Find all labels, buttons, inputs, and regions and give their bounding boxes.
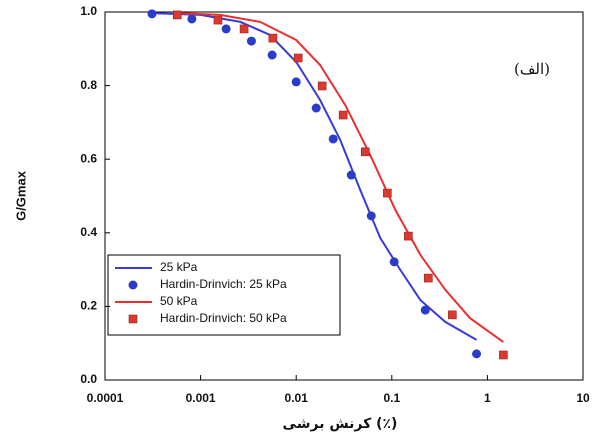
marker xyxy=(221,24,231,34)
annotation: (الف) xyxy=(514,60,550,78)
marker xyxy=(267,50,277,60)
legend-label: Hardin-Drinvich: 25 kPa xyxy=(160,277,287,291)
marker xyxy=(293,53,303,63)
marker xyxy=(311,103,321,113)
marker xyxy=(383,188,392,198)
marker xyxy=(317,81,327,91)
marker xyxy=(213,15,223,25)
legend-label: 50 kPa xyxy=(160,294,198,308)
x-tick-label: 0.01 xyxy=(285,391,309,405)
marker xyxy=(291,77,301,87)
legend-label: Hardin-Drinvich: 50 kPa xyxy=(160,311,287,325)
y-axis-title: G/Gmax xyxy=(13,170,28,221)
y-tick-label: 0.6 xyxy=(80,151,97,165)
series-line xyxy=(177,12,504,343)
marker xyxy=(389,257,399,267)
marker xyxy=(328,134,338,144)
marker xyxy=(360,147,370,157)
marker xyxy=(404,231,413,241)
y-tick-label: 0.2 xyxy=(80,299,97,313)
marker xyxy=(187,14,197,24)
x-tick-label: 0.0001 xyxy=(87,391,124,405)
marker xyxy=(172,10,182,20)
legend-swatch xyxy=(128,314,138,324)
marker xyxy=(268,33,278,43)
series-line xyxy=(151,12,477,341)
plot-frame xyxy=(104,11,584,381)
marker xyxy=(346,170,356,180)
marker xyxy=(239,24,249,34)
marker xyxy=(420,305,430,315)
y-tick-label: 0.0 xyxy=(80,372,97,386)
marker xyxy=(472,349,482,359)
marker xyxy=(424,273,433,283)
marker xyxy=(499,350,508,360)
marker xyxy=(246,36,256,46)
y-tick-label: 0.8 xyxy=(80,78,97,92)
marker xyxy=(147,9,157,19)
x-axis-title: کرنش برشی (٪) xyxy=(283,416,398,432)
marker xyxy=(366,211,376,221)
y-tick-label: 1.0 xyxy=(80,4,97,18)
x-tick-label: 0.001 xyxy=(186,391,216,405)
y-tick-label: 0.4 xyxy=(80,225,97,239)
x-tick-label: 10 xyxy=(576,391,590,405)
marker xyxy=(448,310,457,320)
marker xyxy=(338,110,348,120)
x-tick-label: 0.1 xyxy=(383,391,400,405)
x-tick-label: 1 xyxy=(484,391,491,405)
legend-label: 25 kPa xyxy=(160,260,198,274)
legend-swatch xyxy=(128,280,138,290)
